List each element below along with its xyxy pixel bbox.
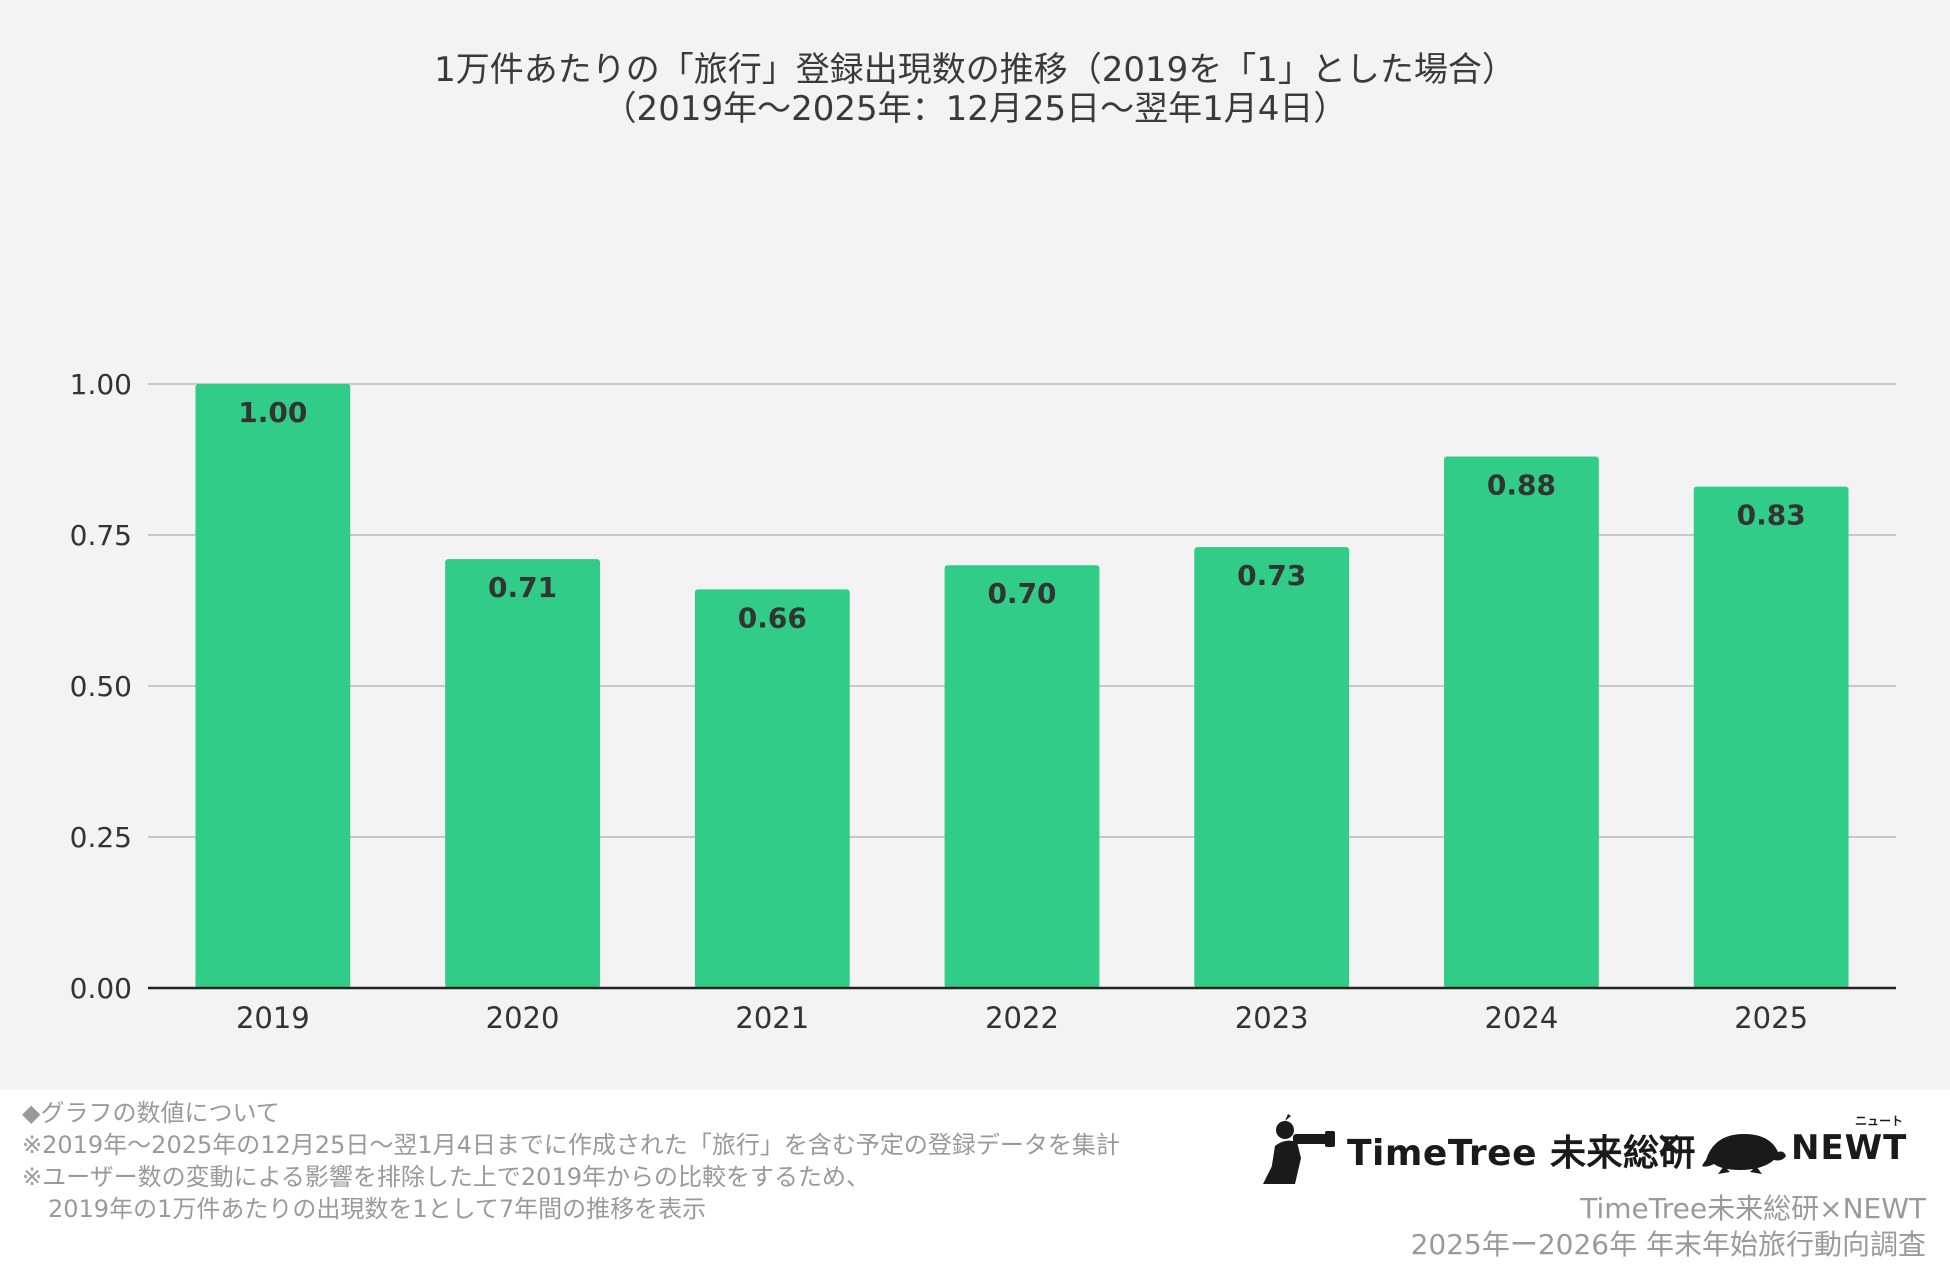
bar <box>1194 547 1350 988</box>
credit-line-2: 2025年ー2026年 年末年始旅行動向調査 <box>1410 1228 1926 1261</box>
data-label: 1.00 <box>238 396 307 429</box>
bar <box>944 565 1100 988</box>
data-label: 0.71 <box>488 571 557 604</box>
chart-panel: 1万件あたりの「旅行」登録出現数の推移（2019を「1」とした場合） （2019… <box>0 0 1950 1090</box>
footnote-heading: ◆グラフの数値について <box>22 1099 280 1127</box>
data-label: 0.88 <box>1487 468 1556 501</box>
y-tick-label: 0.50 <box>70 670 132 703</box>
bar <box>1693 486 1849 988</box>
x-tick-label: 2019 <box>236 1001 310 1035</box>
y-tick-label: 0.25 <box>70 821 132 854</box>
data-label: 0.66 <box>738 601 807 634</box>
footnote-line-1: ※2019年〜2025年の12月25日〜翌1月4日までに作成された「旅行」を含む… <box>22 1131 1120 1159</box>
bar <box>195 384 351 988</box>
y-tick-label: 1.00 <box>70 368 132 401</box>
y-tick-label: 0.00 <box>70 972 132 1005</box>
footnote-line-3: 2019年の1万件あたりの出現数を1として7年間の推移を表示 <box>48 1195 707 1223</box>
bar <box>1444 456 1599 989</box>
timetree-mascot-icon <box>1263 1114 1335 1184</box>
x-tick-label: 2020 <box>486 1001 560 1035</box>
data-label: 0.73 <box>1237 559 1306 592</box>
newt-logo-ruby: ニュート <box>1855 1114 1904 1128</box>
x-tick-label: 2022 <box>985 1001 1059 1035</box>
x-tick-label: 2021 <box>735 1001 809 1035</box>
timetree-logo-text: TimeTree 未来総研 <box>1347 1133 1697 1174</box>
x-tick-label: 2024 <box>1485 1001 1559 1035</box>
y-tick-label: 0.75 <box>70 519 132 552</box>
bar-chart: 0.00 0.25 0.50 0.75 1.00 1.00 2019 0.71 2020 0.66… <box>70 368 1896 1035</box>
credit-line-1: TimeTree未来総研×NEWT <box>1580 1192 1926 1225</box>
chart-title: 1万件あたりの「旅行」登録出現数の推移（2019を「1」とした場合） <box>434 50 1516 90</box>
logo-separator: × <box>1655 1124 1684 1164</box>
chart-subtitle: （2019年〜2025年：12月25日〜翌年1月4日） <box>602 89 1348 129</box>
footnotes: ◆グラフの数値について ※2019年〜2025年の12月25日〜翌1月4日までに… <box>22 1097 1120 1225</box>
footnote-line-2: ※ユーザー数の変動による影響を排除した上で2019年からの比較をするため、 <box>22 1163 870 1191</box>
logo-row: TimeTree 未来総研 × NEWT ニュート <box>1255 1112 1945 1184</box>
bar <box>694 589 850 988</box>
newt-logo-text: NEWT <box>1791 1128 1908 1168</box>
newt-turtle-icon <box>1702 1134 1786 1174</box>
data-label: 0.83 <box>1737 499 1806 532</box>
data-label: 0.70 <box>987 577 1056 610</box>
x-tick-label: 2025 <box>1734 1001 1808 1035</box>
x-tick-label: 2023 <box>1235 1001 1309 1035</box>
bar <box>445 559 600 988</box>
